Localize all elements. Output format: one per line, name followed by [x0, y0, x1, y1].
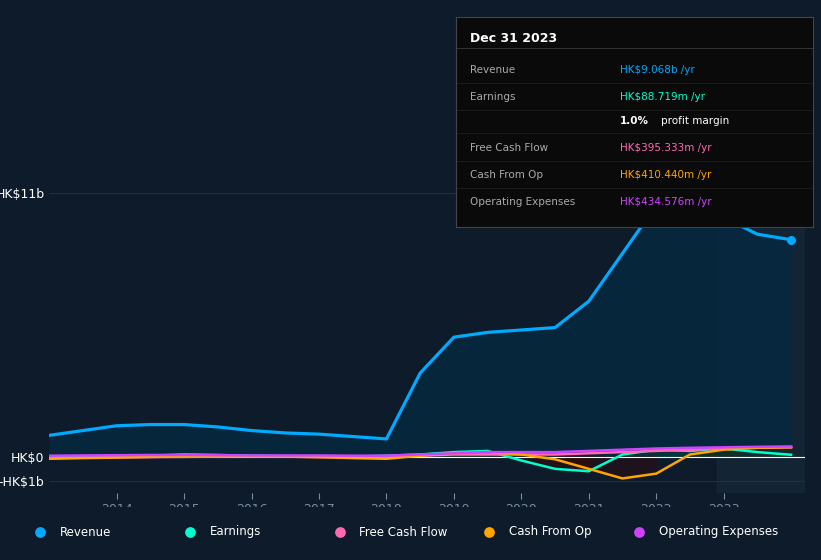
- Point: [632, 528, 645, 536]
- Text: Earnings: Earnings: [209, 525, 261, 539]
- Point: [785, 235, 798, 244]
- Point: [483, 528, 496, 536]
- Text: Cash From Op: Cash From Op: [509, 525, 591, 539]
- Point: [333, 528, 346, 536]
- Point: [183, 528, 196, 536]
- Point: [34, 528, 47, 536]
- Text: profit margin: profit margin: [661, 115, 729, 125]
- Text: Dec 31 2023: Dec 31 2023: [470, 31, 557, 44]
- Text: Revenue: Revenue: [470, 65, 515, 75]
- Text: Free Cash Flow: Free Cash Flow: [360, 525, 447, 539]
- Text: HK$395.333m /yr: HK$395.333m /yr: [620, 143, 712, 153]
- Text: HK$410.440m /yr: HK$410.440m /yr: [620, 170, 711, 180]
- Text: Earnings: Earnings: [470, 92, 516, 102]
- Text: Operating Expenses: Operating Expenses: [658, 525, 778, 539]
- Bar: [717, 146, 811, 493]
- Text: HK$9.068b /yr: HK$9.068b /yr: [620, 65, 695, 75]
- Text: Operating Expenses: Operating Expenses: [470, 198, 576, 207]
- Text: Free Cash Flow: Free Cash Flow: [470, 143, 548, 153]
- Text: 1.0%: 1.0%: [620, 115, 649, 125]
- Text: HK$434.576m /yr: HK$434.576m /yr: [620, 198, 712, 207]
- Text: Cash From Op: Cash From Op: [470, 170, 543, 180]
- Text: Revenue: Revenue: [60, 525, 111, 539]
- Text: HK$88.719m /yr: HK$88.719m /yr: [620, 92, 705, 102]
